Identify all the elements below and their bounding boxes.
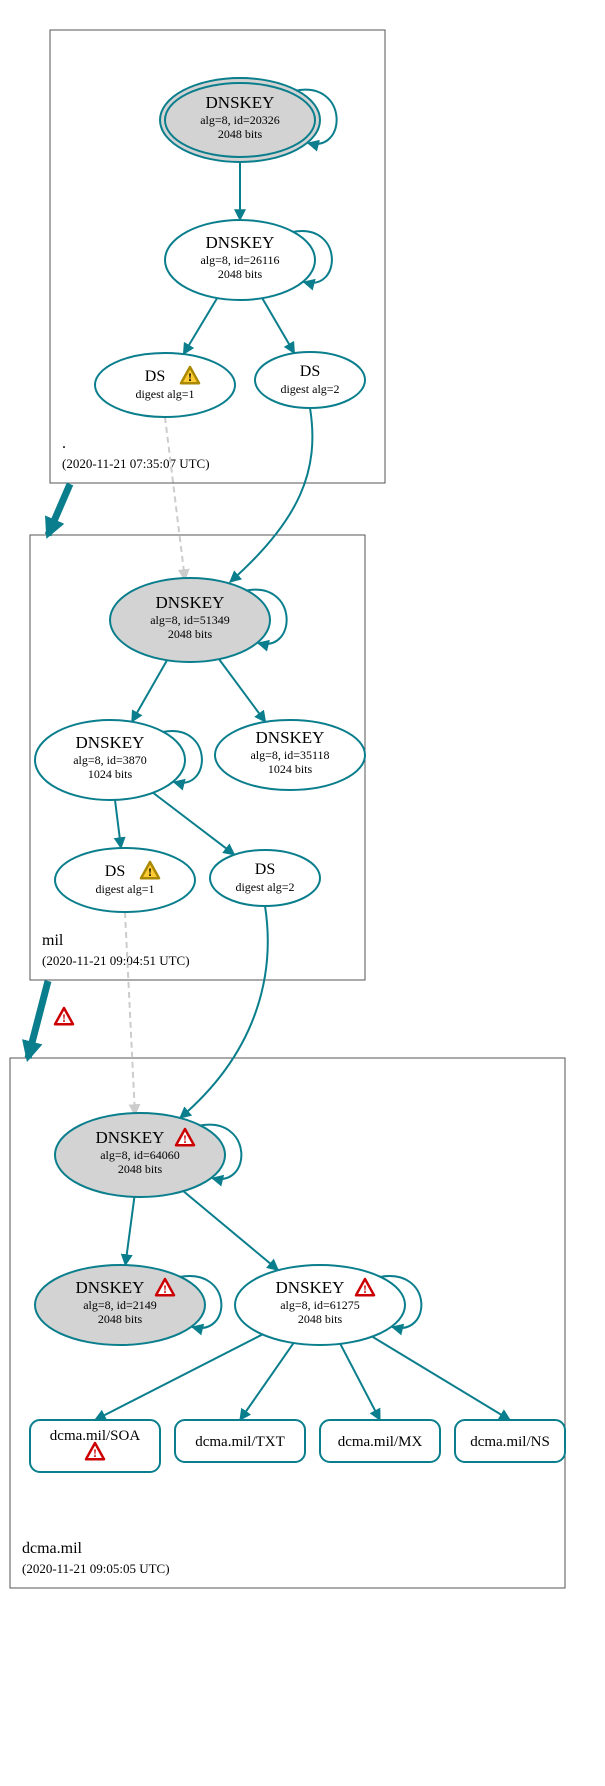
dnskey-node: DNSKEYalg=8, id=21492048 bits! <box>35 1265 221 1345</box>
edge <box>95 1334 262 1420</box>
svg-text:2048 bits: 2048 bits <box>118 1162 163 1176</box>
dnskey-node: DNSKEYalg=8, id=640602048 bits! <box>55 1113 241 1197</box>
svg-text:dcma.mil/SOA: dcma.mil/SOA <box>50 1428 141 1444</box>
svg-text:alg=8, id=3870: alg=8, id=3870 <box>73 753 147 767</box>
svg-text:1024 bits: 1024 bits <box>88 767 133 781</box>
svg-text:(2020-11-21 09:05:05 UTC): (2020-11-21 09:05:05 UTC) <box>22 1561 170 1576</box>
dnssec-diagram: . (2020-11-21 07:35:07 UTC) mil (2020-11-21… <box>0 0 605 1786</box>
svg-text:!: ! <box>93 1446 97 1460</box>
svg-text:digest alg=1: digest alg=1 <box>95 882 154 896</box>
secure-edge <box>230 408 312 582</box>
svg-text:dcma.mil/MX: dcma.mil/MX <box>338 1434 423 1450</box>
svg-text:DS: DS <box>300 363 320 380</box>
insecure-edge <box>125 912 135 1115</box>
dnskey-node: DNSKEYalg=8, id=612752048 bits! <box>235 1265 421 1345</box>
svg-text:2048 bits: 2048 bits <box>298 1312 343 1326</box>
svg-text:alg=8, id=2149: alg=8, id=2149 <box>83 1298 157 1312</box>
svg-text:DNSKEY: DNSKEY <box>276 1278 345 1297</box>
dnskey-node: DNSKEYalg=8, id=38701024 bits <box>35 720 202 800</box>
dnskey-node: DS digest alg=1! <box>95 353 235 417</box>
svg-text:!: ! <box>163 1282 167 1296</box>
svg-text:alg=8, id=26116: alg=8, id=26116 <box>200 253 279 267</box>
delegation-edge <box>48 484 70 535</box>
rr-leaf: dcma.mil/NS <box>455 1420 565 1462</box>
svg-text:digest alg=2: digest alg=2 <box>235 880 294 894</box>
svg-text:mil: mil <box>42 932 64 949</box>
svg-text:DNSKEY: DNSKEY <box>76 1278 145 1297</box>
edge <box>153 793 234 855</box>
secure-edge <box>180 906 268 1118</box>
edge <box>240 1343 294 1420</box>
svg-text:digest alg=1: digest alg=1 <box>135 387 194 401</box>
dnskey-node: DS digest alg=2 <box>210 850 320 906</box>
svg-text:dcma.mil: dcma.mil <box>22 1540 83 1557</box>
svg-text:!: ! <box>188 370 192 384</box>
dnskey-node: DS digest alg=1! <box>55 848 195 912</box>
svg-text:alg=8, id=20326: alg=8, id=20326 <box>200 113 280 127</box>
insecure-edge <box>165 417 185 580</box>
dnskey-node: DNSKEYalg=8, id=203262048 bits <box>160 78 337 162</box>
svg-text:DNSKEY: DNSKEY <box>206 233 275 252</box>
edge <box>219 659 266 722</box>
delegation-edge <box>28 981 48 1058</box>
svg-text:!: ! <box>148 865 152 879</box>
svg-text:1024 bits: 1024 bits <box>268 762 313 776</box>
edge <box>372 1337 510 1420</box>
svg-text:alg=8, id=51349: alg=8, id=51349 <box>150 613 230 627</box>
dnskey-node: DNSKEYalg=8, id=351181024 bits <box>215 720 365 790</box>
dnskey-node: DNSKEYalg=8, id=261162048 bits <box>165 220 332 300</box>
svg-text:alg=8, id=61275: alg=8, id=61275 <box>280 1298 360 1312</box>
rr-leaf: dcma.mil/MX <box>320 1420 440 1462</box>
rr-leaf: dcma.mil/TXT <box>175 1420 305 1462</box>
svg-text:dcma.mil/NS: dcma.mil/NS <box>470 1434 550 1450</box>
edge <box>115 800 121 848</box>
svg-text:DNSKEY: DNSKEY <box>76 733 145 752</box>
svg-text:DNSKEY: DNSKEY <box>206 93 275 112</box>
rr-leaf: dcma.mil/SOA! <box>30 1420 160 1472</box>
svg-text:DNSKEY: DNSKEY <box>156 593 225 612</box>
svg-text:2048 bits: 2048 bits <box>168 627 213 641</box>
svg-text:alg=8, id=35118: alg=8, id=35118 <box>250 748 329 762</box>
svg-text:DS: DS <box>255 861 275 878</box>
svg-text:(2020-11-21 07:35:07 UTC): (2020-11-21 07:35:07 UTC) <box>62 456 210 471</box>
svg-text:DS: DS <box>105 863 125 880</box>
svg-text:alg=8, id=64060: alg=8, id=64060 <box>100 1148 180 1162</box>
edge <box>132 660 167 722</box>
edge <box>184 298 218 354</box>
svg-text:!: ! <box>183 1132 187 1146</box>
svg-text:2048 bits: 2048 bits <box>98 1312 143 1326</box>
svg-text:dcma.mil/TXT: dcma.mil/TXT <box>195 1434 285 1450</box>
svg-text:(2020-11-21 09:04:51 UTC): (2020-11-21 09:04:51 UTC) <box>42 953 190 968</box>
edge <box>262 298 294 353</box>
svg-text:.: . <box>62 435 66 452</box>
svg-text:DNSKEY: DNSKEY <box>256 728 325 747</box>
svg-text:!: ! <box>363 1282 367 1296</box>
dnskey-node: DS digest alg=2 <box>255 352 365 408</box>
svg-text:2048 bits: 2048 bits <box>218 127 263 141</box>
edge <box>340 1344 380 1420</box>
svg-text:DNSKEY: DNSKEY <box>96 1128 165 1147</box>
edge <box>125 1197 134 1265</box>
svg-text:2048 bits: 2048 bits <box>218 267 263 281</box>
svg-text:!: ! <box>62 1011 66 1025</box>
svg-text:DS: DS <box>145 368 165 385</box>
edge <box>183 1191 278 1270</box>
svg-text:digest alg=2: digest alg=2 <box>280 382 339 396</box>
dnskey-node: DNSKEYalg=8, id=513492048 bits <box>110 578 287 662</box>
